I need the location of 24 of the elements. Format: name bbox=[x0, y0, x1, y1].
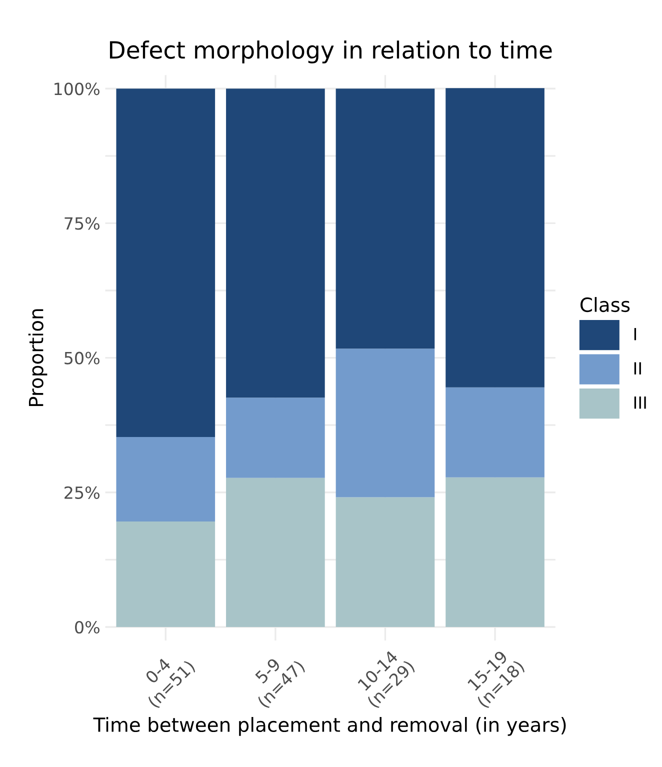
bar bbox=[226, 478, 325, 627]
bar bbox=[336, 348, 435, 498]
bar bbox=[116, 521, 216, 627]
bar bbox=[336, 497, 435, 627]
bar bbox=[446, 88, 544, 388]
y-tick-label: 0% bbox=[75, 620, 100, 634]
bar bbox=[446, 477, 544, 627]
legend-title: Class bbox=[580, 297, 630, 312]
legend-label: I bbox=[634, 328, 636, 340]
bar bbox=[446, 387, 544, 478]
bar bbox=[116, 88, 216, 437]
bar bbox=[226, 398, 325, 478]
bar bbox=[116, 436, 216, 522]
y-tick-label: 25% bbox=[64, 486, 100, 499]
x-axis-title: Time between placement and removal (in years) bbox=[93, 717, 566, 736]
y-axis-title: Proportion bbox=[28, 309, 48, 406]
chart-title: Defect morphology in relation to time bbox=[110, 40, 552, 64]
bar bbox=[226, 88, 325, 398]
y-tick-label: 75% bbox=[64, 217, 100, 230]
y-tick-label: 100% bbox=[54, 82, 100, 96]
bar bbox=[336, 88, 435, 349]
legend-label: II bbox=[634, 362, 641, 374]
legend-label: III bbox=[634, 396, 646, 409]
y-tick-label: 50% bbox=[64, 352, 100, 364]
